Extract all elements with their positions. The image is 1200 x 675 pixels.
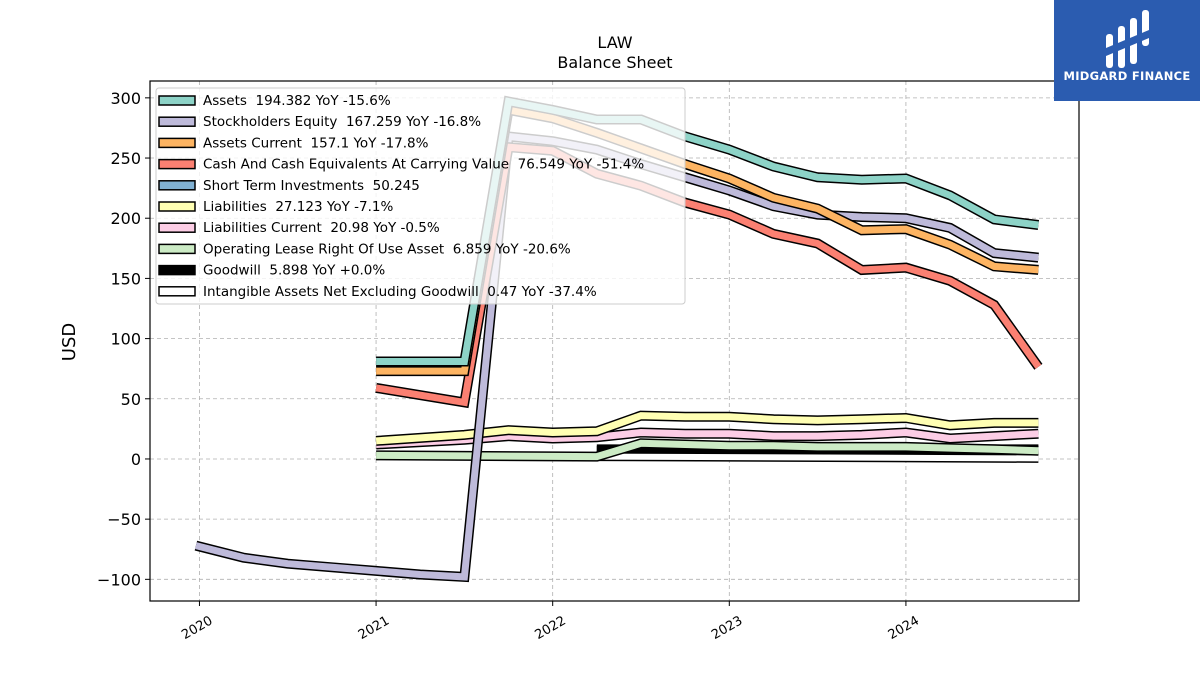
plot-frame — [149, 80, 1080, 602]
legend-entry-label: Assets Current 157.1 YoY -17.8% — [203, 135, 429, 151]
legend-swatch — [158, 222, 196, 233]
legend-entry-label: Liabilities 27.123 YoY -7.1% — [203, 199, 393, 215]
series-line — [376, 439, 1039, 461]
legend-swatch — [158, 264, 196, 276]
series-operating-lease-right-of-use-asset — [376, 438, 1039, 462]
legend-swatch — [158, 201, 196, 212]
brand-name: MIDGARD FINANCE — [1063, 69, 1191, 83]
brand-logo-icon — [1106, 10, 1149, 68]
y-tick-label: −50 — [107, 510, 141, 529]
chart-subtitle: Balance Sheet — [557, 53, 672, 72]
legend-swatch — [158, 137, 196, 149]
x-tick-label: 2023 — [709, 613, 745, 643]
y-tick-label: 200 — [110, 209, 141, 228]
y-tick-label: −100 — [97, 570, 141, 589]
legend-swatch — [158, 180, 196, 191]
brand-logo-box: MIDGARD FINANCE — [1054, 0, 1200, 101]
y-tick-label: 0 — [131, 450, 141, 469]
legend-swatch — [158, 286, 196, 297]
y-axis-label: USD — [59, 323, 80, 361]
legend-entry-label: Goodwill 5.898 YoY +0.0% — [203, 263, 385, 279]
y-tick-label: 150 — [110, 269, 141, 288]
legend-entry-label: Cash And Cash Equivalents At Carrying Va… — [203, 157, 644, 173]
x-tick-label: 2020 — [179, 613, 215, 643]
legend: Assets 194.382 YoY -15.6% Stockholders Eq… — [155, 87, 686, 305]
legend-box — [155, 87, 686, 305]
chart-title: LAW — [597, 33, 632, 52]
series-liabilities — [375, 410, 1039, 446]
legend-swatch — [158, 158, 196, 170]
series-line — [375, 412, 1039, 445]
series-line — [596, 453, 1039, 462]
x-tick-label: 2021 — [356, 613, 392, 643]
legend-entry-label: Liabilities Current 20.98 YoY -0.5% — [203, 220, 440, 236]
y-tick-label: 250 — [110, 149, 141, 168]
x-tick-label: 2022 — [533, 613, 569, 643]
series-line — [375, 428, 1039, 448]
x-tick-label: 2024 — [886, 613, 922, 643]
legend-swatch — [158, 116, 196, 127]
y-tick-label: 100 — [110, 330, 141, 349]
legend-entry-label: Assets 194.382 YoY -15.6% — [203, 93, 391, 109]
legend-swatch — [158, 95, 196, 106]
legend-entry-label: Stockholders Equity 167.259 YoY -16.8% — [203, 114, 481, 130]
legend-entry-label: Operating Lease Right Of Use Asset 6.859… — [203, 241, 571, 257]
y-tick-label: 50 — [121, 390, 141, 409]
legend-entry-label: Short Term Investments 50.245 — [203, 178, 420, 194]
series-liabilities-current — [375, 427, 1039, 450]
legend-entry-label: Intangible Assets Net Excluding Goodwill… — [203, 284, 597, 300]
legend-swatch — [158, 243, 196, 255]
y-tick-label: 300 — [110, 89, 141, 108]
series-intangible-assets-net-excluding-goodwill — [596, 452, 1039, 463]
